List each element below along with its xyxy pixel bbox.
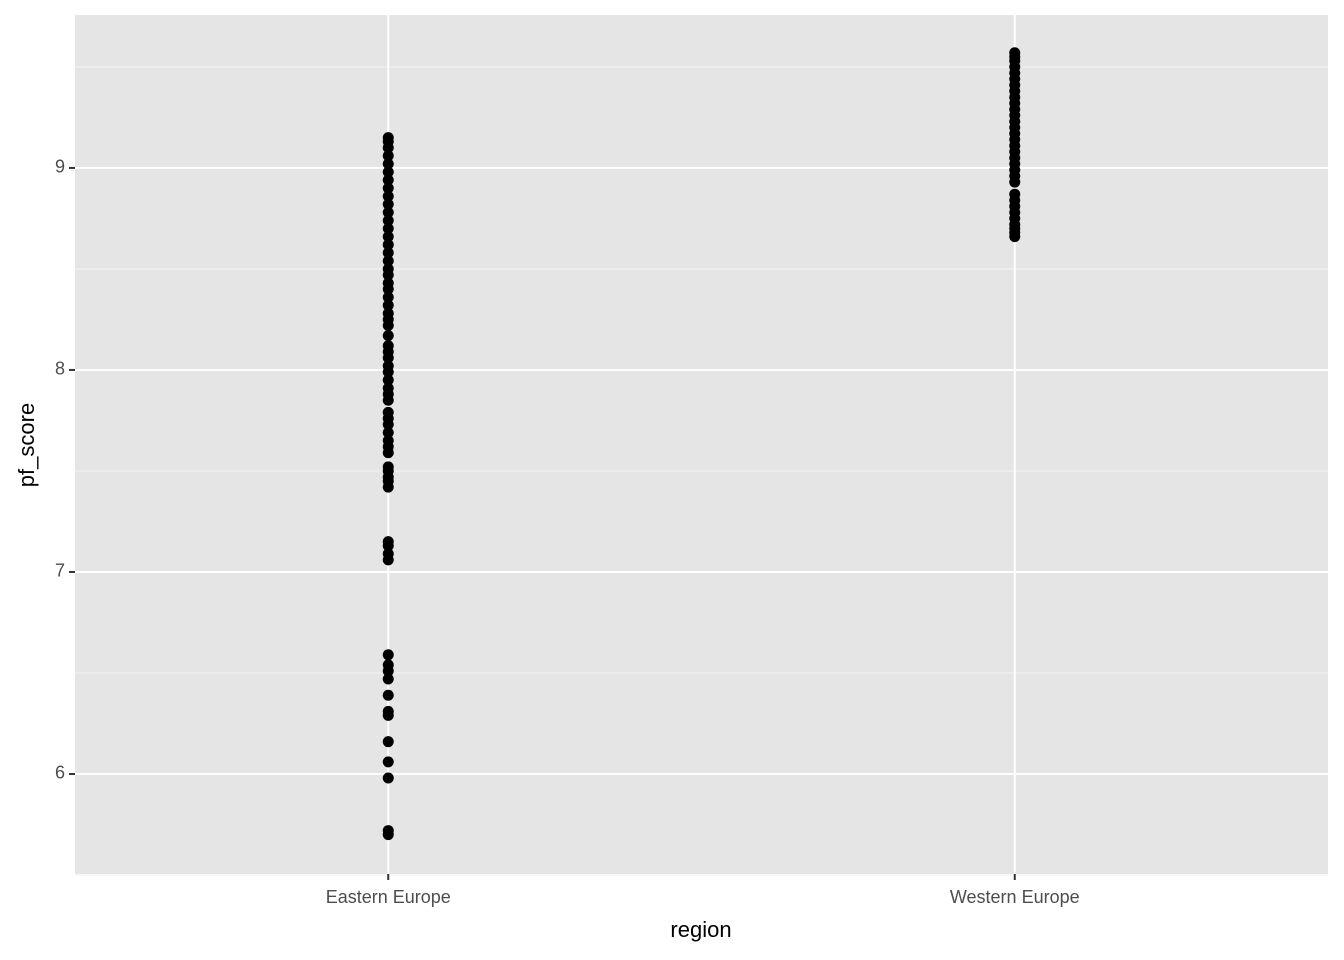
point — [382, 206, 394, 218]
y-tick-label: 8 — [55, 359, 65, 379]
panel — [75, 15, 1328, 874]
point — [382, 182, 394, 194]
point — [382, 705, 394, 717]
point — [382, 239, 394, 251]
point — [382, 461, 394, 473]
point — [382, 231, 394, 243]
point — [382, 736, 394, 748]
point — [382, 291, 394, 303]
y-tick-label: 9 — [55, 157, 65, 177]
point — [382, 772, 394, 784]
point — [382, 198, 394, 210]
point — [382, 340, 394, 352]
point — [382, 756, 394, 768]
point — [1009, 188, 1021, 200]
y-tick-label: 7 — [55, 561, 65, 581]
point — [382, 825, 394, 837]
point — [382, 374, 394, 386]
x-tick-label: Western Europe — [950, 887, 1080, 907]
point — [382, 536, 394, 548]
point — [382, 307, 394, 319]
point — [382, 190, 394, 202]
point — [382, 659, 394, 671]
point — [382, 435, 394, 447]
y-axis-title: pf_score — [14, 403, 39, 487]
point — [382, 406, 394, 418]
point — [382, 649, 394, 661]
point — [382, 158, 394, 170]
point — [382, 427, 394, 439]
point — [382, 277, 394, 289]
point — [382, 548, 394, 560]
point — [382, 214, 394, 226]
point — [382, 150, 394, 162]
point — [1009, 47, 1021, 59]
point — [382, 299, 394, 311]
point — [382, 382, 394, 394]
point — [382, 247, 394, 259]
point — [382, 330, 394, 342]
marks — [382, 47, 1021, 841]
x-axis-title: region — [670, 917, 731, 942]
point — [382, 263, 394, 275]
point — [382, 132, 394, 144]
point — [382, 223, 394, 235]
point — [382, 255, 394, 267]
x-tick-label: Eastern Europe — [326, 887, 451, 907]
point — [382, 166, 394, 178]
point — [382, 689, 394, 701]
point — [382, 360, 394, 372]
y-tick-label: 6 — [55, 763, 65, 783]
point — [382, 174, 394, 186]
point — [382, 673, 394, 685]
